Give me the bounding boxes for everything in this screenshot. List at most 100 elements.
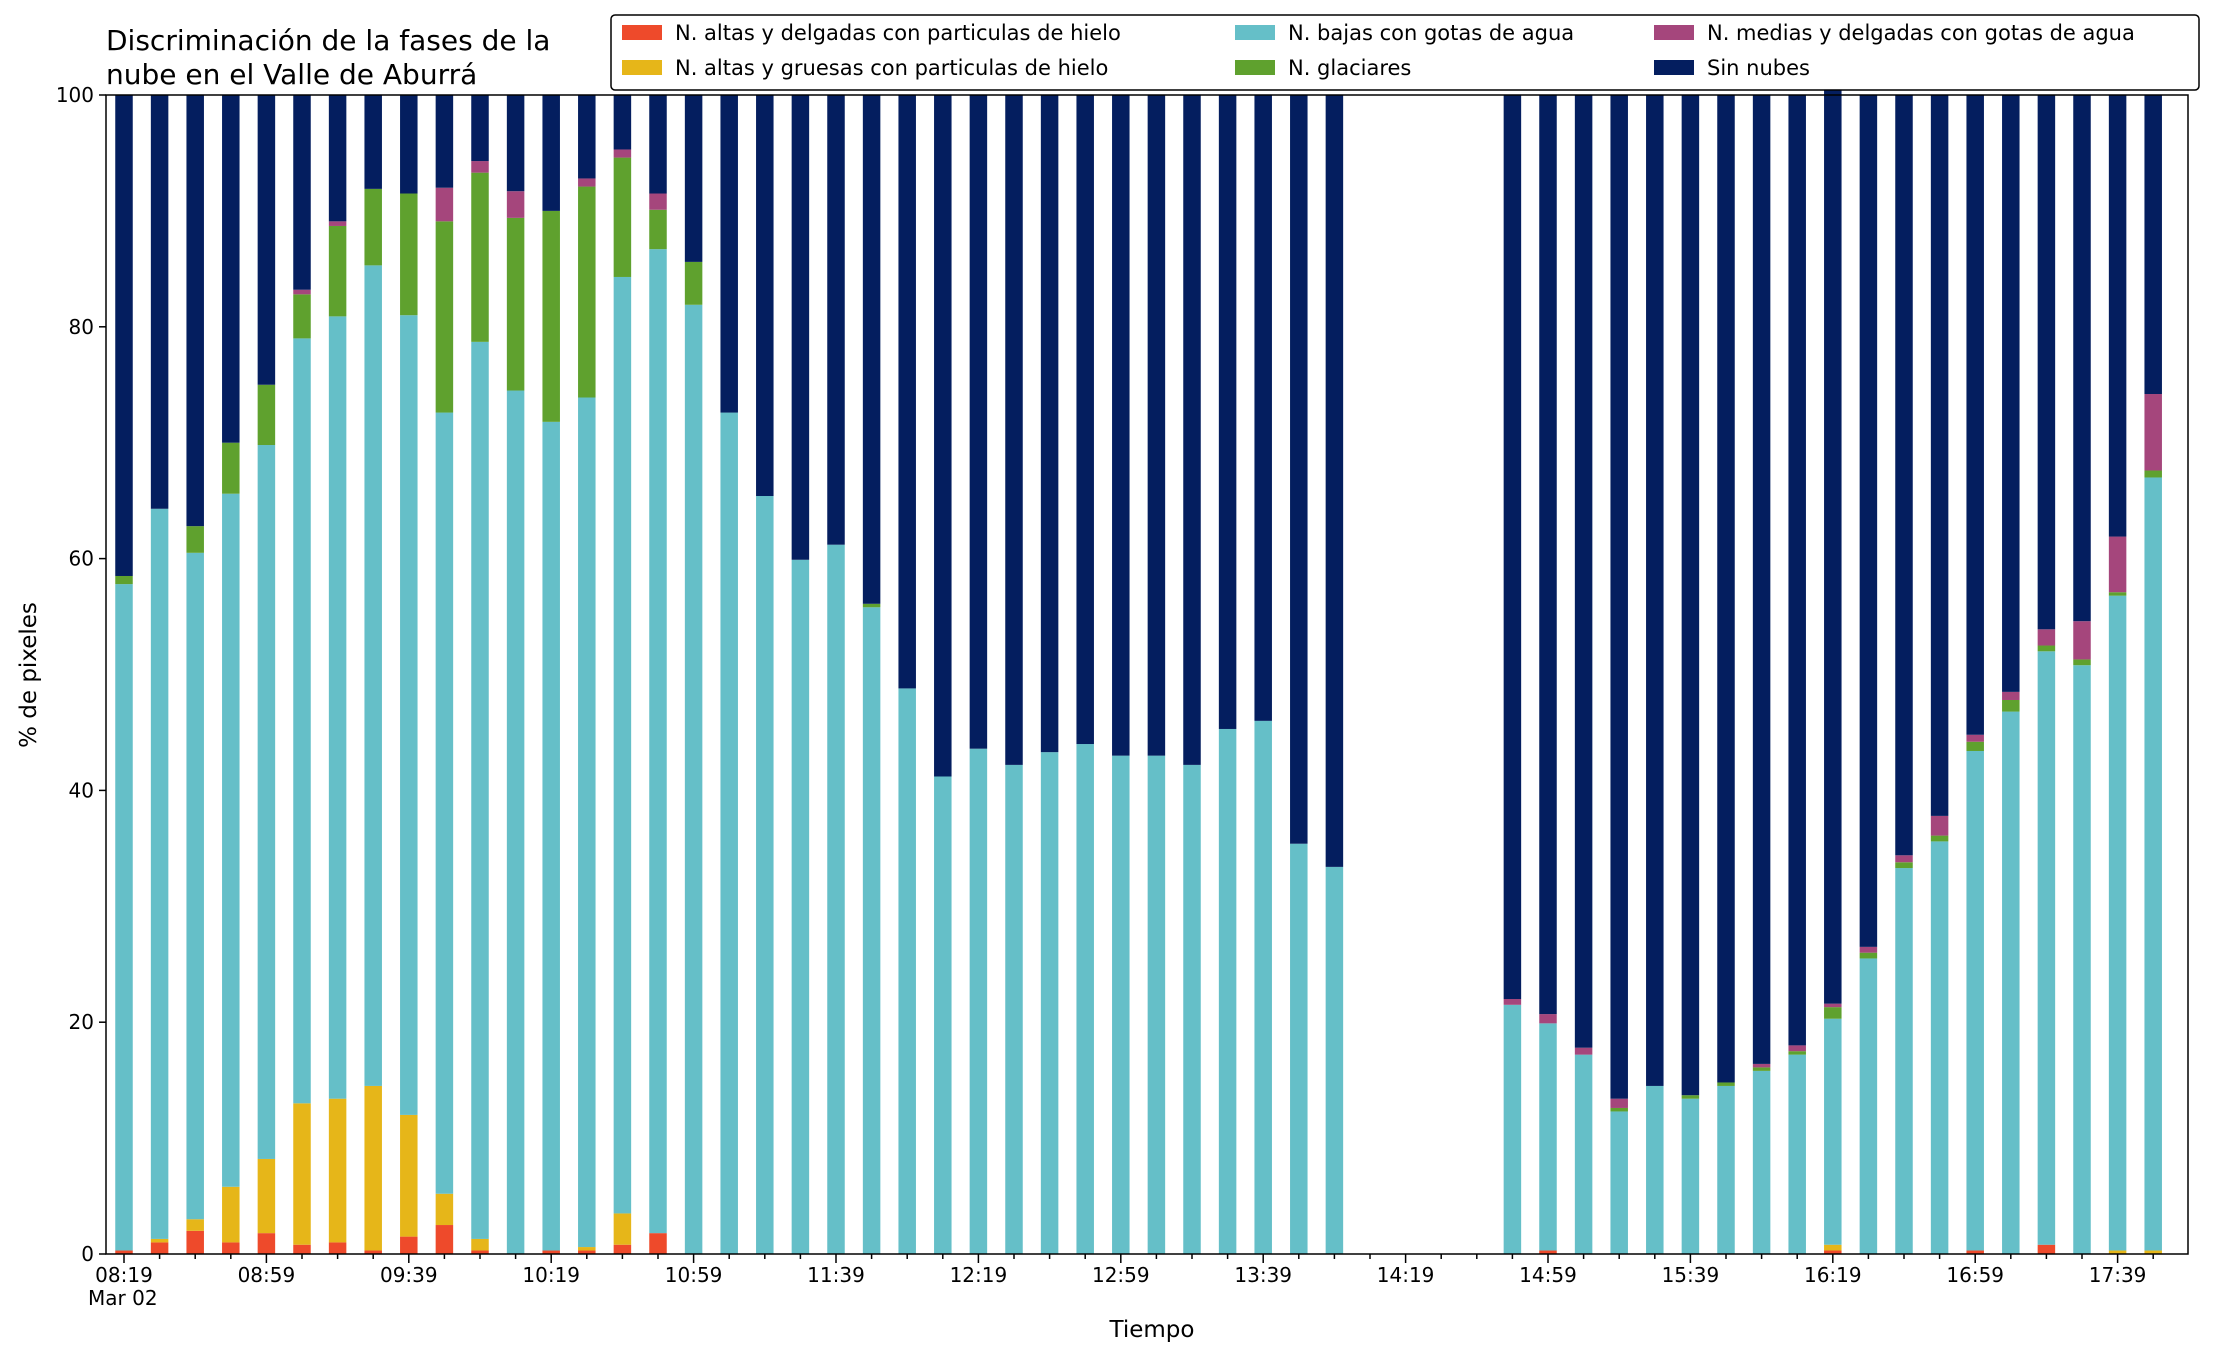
bar-segment-s3-t21 <box>862 603 881 608</box>
bar-segment-s4-t5 <box>293 289 311 295</box>
bar-segment-s2-t15 <box>649 249 667 1234</box>
bar-segment-s1-t9 <box>435 1193 454 1226</box>
bar-segment-s4-t14 <box>613 149 632 158</box>
bar-segment-s1-t13 <box>578 1247 596 1251</box>
chart-title-line-2: nube en el Valle de Aburrá <box>106 58 477 91</box>
bar-segment-s0-t10 <box>471 1250 489 1254</box>
bar-segment-s4-t10 <box>471 161 489 173</box>
legend-swatch-3 <box>1235 60 1275 75</box>
bar-segment-s3-t45 <box>1717 1082 1735 1086</box>
bar-segment-s5-t52 <box>1966 95 1984 735</box>
bar-segment-s5-t32 <box>1254 95 1272 721</box>
bar-segment-s5-t47 <box>1788 95 1806 1046</box>
bar-segment-s5-t12 <box>542 95 560 211</box>
bar-segment-s3-t2 <box>186 526 204 553</box>
bar-segment-s4-t42 <box>1610 1098 1628 1108</box>
bar-segment-s5-t6 <box>328 95 347 222</box>
bar-segment-s1-t3 <box>222 1186 240 1243</box>
bar-segment-s0-t48 <box>1824 1250 1842 1254</box>
bar-segment-s1-t8 <box>400 1114 418 1237</box>
bar-segment-s5-t53 <box>2002 95 2020 692</box>
bar-segment-s2-t54 <box>2037 651 2056 1245</box>
bar-segment-s3-t55 <box>2073 659 2091 666</box>
bars-layer <box>115 89 2162 1254</box>
bar-segment-s2-t19 <box>791 559 810 1254</box>
legend: N. altas y delgadas con particulas de hi… <box>610 14 2200 91</box>
bar-segment-s2-t53 <box>2002 711 2020 1254</box>
x-tick-label-10: 14:59 <box>1519 1263 1577 1287</box>
bar-segment-s3-t47 <box>1788 1051 1806 1055</box>
bar-segment-s3-t46 <box>1752 1067 1771 1071</box>
bar-segment-s5-t31 <box>1218 95 1237 729</box>
bar-segment-s2-t18 <box>756 496 774 1254</box>
bar-segment-s2-t28 <box>1112 755 1130 1254</box>
bar-segment-s4-t15 <box>649 193 667 210</box>
bar-segment-s5-t4 <box>257 95 276 385</box>
y-tick-label-2: 40 <box>69 778 94 802</box>
bar-segment-s2-t29 <box>1147 755 1166 1254</box>
bar-segment-s4-t39 <box>1503 999 1522 1005</box>
bar-segment-s2-t40 <box>1539 1023 1557 1251</box>
bar-segment-s1-t1 <box>150 1238 169 1243</box>
bar-segment-s5-t20 <box>827 95 845 545</box>
bar-segment-s1-t57 <box>2144 1250 2162 1254</box>
bar-segment-s5-t7 <box>364 95 382 189</box>
bar-segment-s5-t22 <box>898 95 916 689</box>
bar-segment-s3-t10 <box>471 172 489 342</box>
bar-segment-s4-t50 <box>1895 855 1913 863</box>
bar-segment-s2-t44 <box>1681 1098 1700 1254</box>
y-tick-label-5: 100 <box>56 83 94 107</box>
legend-swatch-4 <box>1654 25 1694 40</box>
x-axis-label: Tiempo <box>1109 1317 1195 1343</box>
bar-segment-s3-t52 <box>1966 741 1984 751</box>
bar-segment-s4-t49 <box>1859 946 1878 953</box>
bar-segment-s2-t26 <box>1040 752 1059 1254</box>
bar-segment-s5-t3 <box>222 95 240 443</box>
bar-segment-s5-t5 <box>293 95 311 290</box>
bar-segment-s2-t13 <box>578 397 596 1248</box>
bar-segment-s2-t8 <box>400 315 418 1115</box>
legend-label-0: N. altas y delgadas con particulas de hi… <box>675 21 1121 45</box>
legend-swatch-1 <box>622 60 662 75</box>
bar-segment-s3-t13 <box>578 186 596 398</box>
bar-segment-s2-t27 <box>1076 744 1094 1254</box>
bar-segment-s4-t41 <box>1574 1047 1593 1055</box>
x-tick-label-4: 10:59 <box>665 1263 723 1287</box>
legend-frame <box>610 14 2200 91</box>
bar-segment-s5-t24 <box>969 95 988 749</box>
bar-segment-s2-t55 <box>2073 665 2091 1254</box>
bar-segment-s5-t54 <box>2037 95 2056 630</box>
bar-segment-s3-t49 <box>1859 952 1878 959</box>
bar-segment-s3-t56 <box>2108 592 2127 596</box>
legend-label-3: N. glaciares <box>1288 56 1411 80</box>
bar-segment-s2-t46 <box>1752 1070 1771 1254</box>
bar-segment-s2-t41 <box>1574 1054 1593 1254</box>
bar-segment-s4-t51 <box>1930 815 1949 836</box>
bar-segment-s3-t4 <box>257 384 276 446</box>
bar-segment-s1-t7 <box>364 1085 382 1251</box>
bar-segment-s4-t13 <box>578 178 596 187</box>
bar-segment-s2-t17 <box>720 412 738 1254</box>
x-tick-label-9: 14:19 <box>1377 1263 1435 1287</box>
legend-label-2: N. bajas con gotas de agua <box>1288 21 1574 45</box>
bar-segment-s0-t0 <box>115 1250 133 1254</box>
bar-segment-s3-t0 <box>115 575 133 585</box>
bar-segment-s2-t1 <box>150 508 169 1239</box>
bar-segment-s2-t49 <box>1859 958 1878 1254</box>
bar-segment-s0-t54 <box>2037 1244 2056 1254</box>
bar-segment-s2-t9 <box>435 412 454 1194</box>
bar-segment-s2-t52 <box>1966 750 1984 1251</box>
bar-segment-s2-t3 <box>222 493 240 1187</box>
bar-segment-s3-t7 <box>364 188 382 266</box>
y-tick-label-4: 80 <box>69 315 94 339</box>
legend-swatch-5 <box>1654 60 1694 75</box>
x-tick-label-0: 08:19 <box>95 1263 153 1287</box>
y-axis: 0 20 40 60 80 100 <box>56 83 106 1266</box>
bar-segment-s3-t14 <box>613 157 632 277</box>
bar-segment-s2-t11 <box>506 390 525 1254</box>
bar-segment-s2-t2 <box>186 552 204 1220</box>
bar-segment-s3-t44 <box>1681 1095 1700 1099</box>
bar-segment-s5-t8 <box>400 95 418 194</box>
y-tick-label-3: 60 <box>69 547 94 571</box>
bar-segment-s0-t13 <box>578 1250 596 1254</box>
